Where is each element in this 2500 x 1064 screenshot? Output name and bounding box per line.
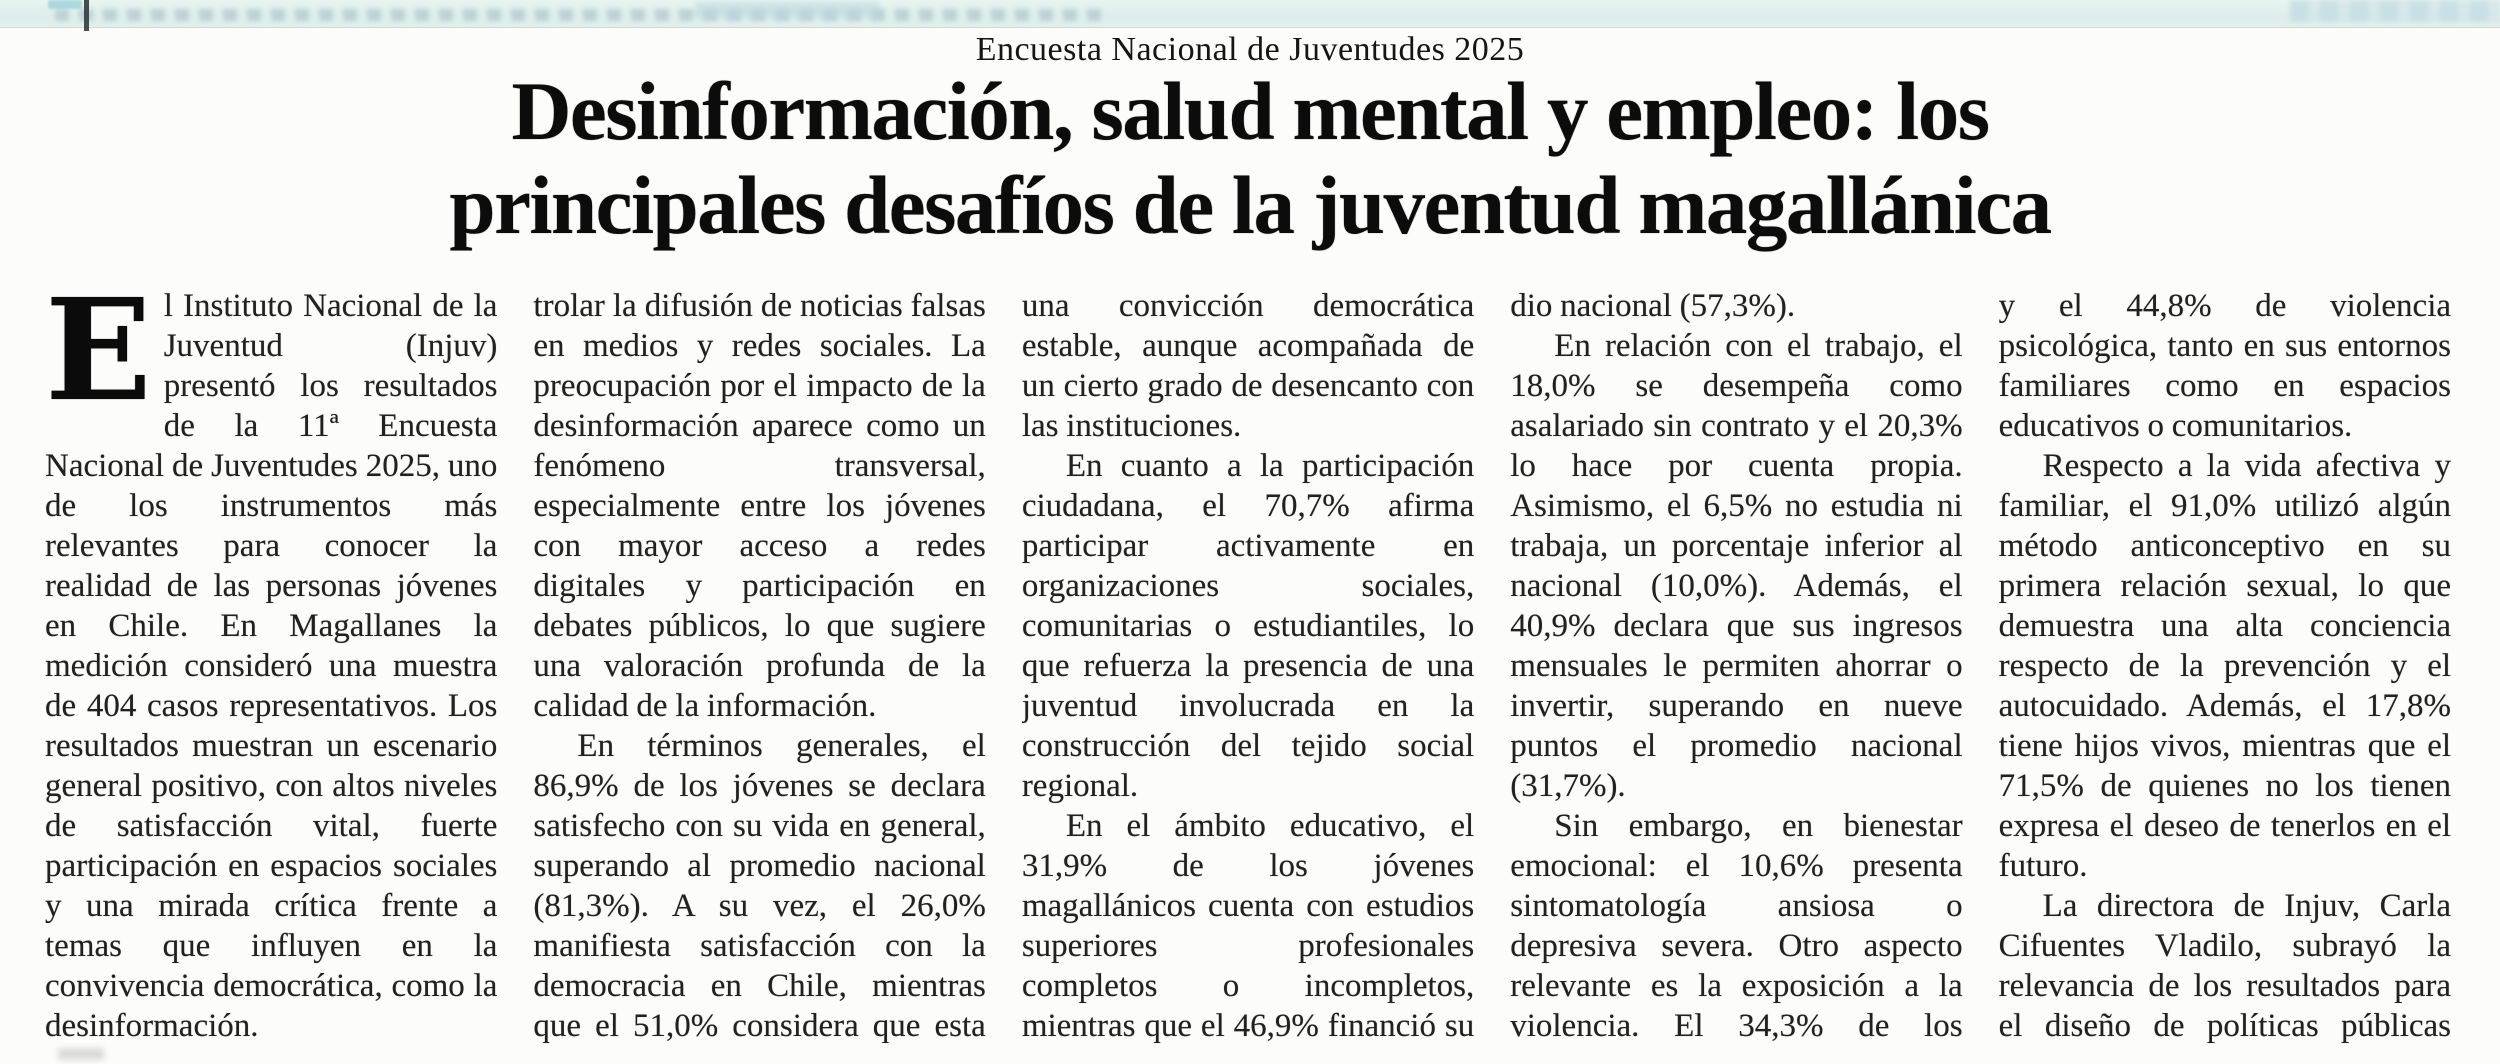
article-column-2: trolar la difusión de noticias falsas en…: [533, 286, 985, 1048]
drop-cap: E: [45, 286, 152, 433]
article-paragraph: trolar la difusión de noticias falsas en…: [533, 288, 986, 724]
headline: Desinformación, salud mental y empleo: l…: [0, 64, 2500, 252]
scan-artifact-smudge: [58, 1048, 104, 1060]
headline-line-2: principales desafíos de la juventud maga…: [449, 159, 2052, 251]
article-paragraph: dio nacional (57,3%).: [1510, 288, 1796, 324]
scan-artifact-text-ghost: [55, 9, 1105, 21]
page-top-strip: [0, 0, 2500, 31]
article-paragraph: En términos generales, el 86,9% de los j…: [533, 728, 986, 1044]
article-column-4: dio nacional (57,3%). En relación con el …: [1510, 286, 1962, 1048]
article-paragraph: La directora de Injuv, Carla Cifuentes V…: [1998, 888, 2452, 1044]
article-paragraph: Sin embargo, en bienestar emocional: el …: [1510, 808, 1963, 1044]
headline-line-1: Desinformación, salud mental y empleo: l…: [511, 65, 1990, 157]
kicker: Encuesta Nacional de Juventudes 2025: [975, 31, 1525, 68]
article-paragraph: En cuanto a la participación ciudadana, …: [1021, 448, 1475, 804]
article-column-3: una convicción democrática estable, aunq…: [1022, 286, 1474, 1048]
scan-artifact-text-ghost: [2290, 0, 2500, 22]
article-paragraph: El 73,2% de los jóvenes magallánicos est…: [45, 1046, 497, 1048]
scan-artifact-color-patch: [48, 0, 82, 9]
article-paragraph: Respecto a la vida afectiva y familiar, …: [1998, 448, 2452, 884]
article-paragraph: En relación con el trabajo, el 18,0% se …: [1510, 328, 1963, 804]
article-column-5: y el 44,8% de violencia psicológica, tan…: [1999, 286, 2451, 1048]
scan-artifact-crop-mark: [84, 0, 89, 31]
article-paragraph: y el 44,8% de violencia psicológica, tan…: [1998, 288, 2452, 444]
article-paragraph: En el ámbito educativo, el 31,9% de los …: [1021, 808, 1475, 1044]
article-paragraph: una convicción democrática estable, aunq…: [1021, 288, 1475, 444]
scan-artifact-text-ghost: [695, 2, 880, 18]
